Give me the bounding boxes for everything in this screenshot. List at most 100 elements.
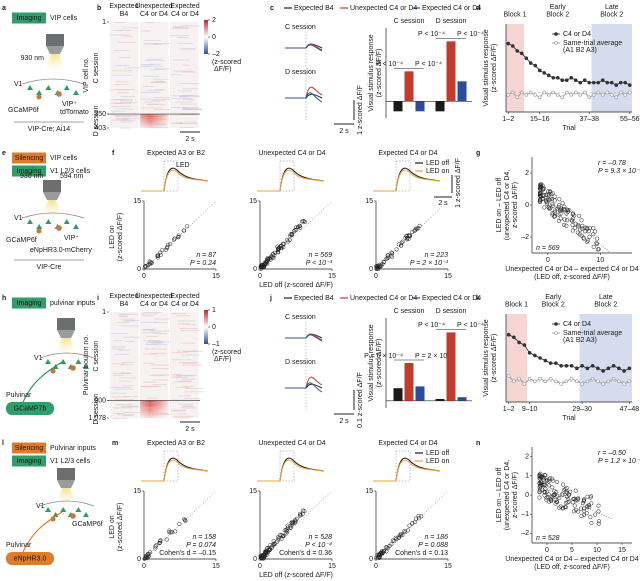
point	[585, 366, 590, 371]
heatmap-texture	[154, 318, 174, 320]
scatter-point-decor	[571, 509, 576, 514]
label: C session	[285, 314, 316, 321]
block-region	[506, 24, 524, 112]
scatter-point-decor	[542, 205, 547, 210]
tick-label: 2	[525, 170, 529, 177]
heatmap-texture	[112, 30, 123, 32]
heatmap-texture	[119, 313, 139, 315]
point	[580, 382, 584, 386]
tag-box	[12, 455, 46, 467]
block-region	[506, 314, 527, 402]
tick-label: 15	[444, 563, 452, 570]
heatmap-texture	[115, 388, 134, 390]
scatter-point-decor	[167, 530, 172, 535]
heatmap-texture	[171, 374, 182, 376]
scatter-point-decor	[557, 208, 562, 213]
scatter-point-decor	[570, 500, 576, 505]
point	[533, 353, 537, 358]
tag-box	[12, 165, 46, 177]
scatter-point-decor	[547, 483, 552, 488]
label: C4 or D4	[171, 301, 199, 308]
tag: Imaging	[17, 300, 42, 307]
heatmap-texture	[178, 403, 194, 405]
scatter-point-decor	[537, 495, 542, 500]
scatter-point-decor	[163, 247, 168, 252]
scatter-point-decor	[402, 529, 407, 534]
heatmap-texture	[180, 71, 197, 73]
scatter-point-decor	[563, 500, 568, 506]
heatmap-texture	[181, 108, 201, 110]
scatter-point-decor	[581, 236, 586, 241]
bar	[415, 101, 425, 112]
heatmap-texture	[144, 115, 165, 116]
scatter-point-decor	[265, 260, 270, 265]
heatmap-texture	[144, 407, 163, 409]
scatter-point-decor	[557, 495, 562, 500]
label: Unexpected	[135, 293, 172, 300]
legend-label: Expected B4	[294, 5, 334, 12]
scatter-point-decor	[550, 203, 555, 208]
scatter-point-decor	[570, 218, 575, 223]
tick-label: 0	[258, 273, 262, 280]
point	[517, 376, 521, 381]
heatmap-texture	[121, 406, 141, 408]
heatmap-texture	[111, 119, 127, 121]
heatmap-texture	[115, 118, 129, 120]
scatter-point-decor	[596, 521, 601, 526]
tick-label: 15	[133, 488, 141, 495]
heatmap-texture	[144, 348, 155, 350]
heatmap-texture	[118, 316, 128, 317]
heatmap-texture	[180, 95, 194, 97]
trace	[141, 459, 209, 482]
scatter-point-decor	[285, 525, 291, 530]
tick-label: 15	[133, 198, 141, 205]
bar	[404, 363, 414, 401]
scatter-point-decor	[541, 194, 546, 199]
tick-label: 0	[369, 556, 373, 563]
stat: n = 569	[308, 252, 332, 259]
point	[609, 80, 614, 85]
bar	[457, 81, 467, 102]
scatter-point-decor	[537, 489, 542, 494]
scatter-point-decor	[262, 553, 267, 558]
scatter-point-decor	[278, 532, 283, 537]
scatter-point-decor	[596, 503, 601, 508]
tick-label: 37–38	[580, 116, 600, 123]
scatter-point-decor	[400, 532, 405, 538]
scatter-point-decor	[565, 218, 570, 223]
scatter-point-decor	[265, 261, 270, 266]
scatter-point-decor	[557, 197, 562, 202]
tick-label: 15	[365, 198, 373, 205]
heatmap-texture	[182, 351, 203, 353]
stat: P < 10⁻³	[306, 260, 333, 267]
tick-label: 0	[374, 563, 378, 570]
axis-label: Trial	[562, 125, 576, 132]
scatter-point-decor	[275, 535, 281, 540]
cortex	[39, 352, 95, 359]
heatmap-texture	[114, 353, 129, 355]
heatmap-texture	[176, 413, 187, 415]
heatmap-texture	[182, 406, 195, 408]
heatmap-texture	[120, 27, 139, 29]
scatter-point-decor	[577, 232, 582, 237]
heatmap-texture	[180, 342, 195, 344]
scatter-point-decor	[260, 263, 265, 268]
tick-label: 0	[253, 556, 257, 563]
point	[519, 51, 524, 56]
point	[564, 363, 569, 368]
label: V1	[14, 81, 23, 88]
scatter-point-decor	[548, 196, 553, 201]
scatter-point-decor	[265, 550, 271, 555]
heatmap-texture	[177, 323, 190, 325]
neuron	[60, 507, 67, 512]
scatter-point-decor	[146, 554, 151, 559]
heatmap-texture	[180, 330, 201, 332]
stim-window	[279, 450, 295, 482]
heatmap-texture	[146, 342, 165, 344]
scatter-point-decor	[564, 494, 569, 499]
point	[528, 61, 533, 65]
axis-label: (unexpected C4 or D4,	[504, 460, 511, 530]
scatter-point-decor	[552, 210, 557, 215]
heatmap-texture	[170, 107, 189, 108]
label: Expected	[170, 3, 199, 10]
